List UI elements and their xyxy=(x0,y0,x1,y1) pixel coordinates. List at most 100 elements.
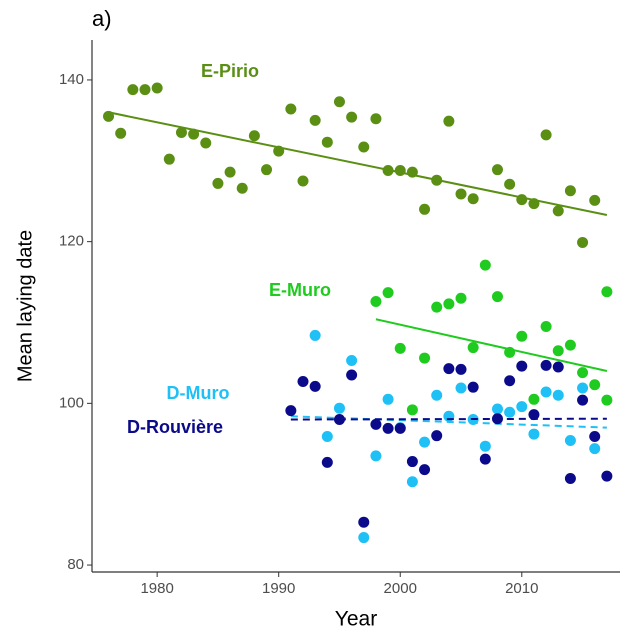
point xyxy=(431,430,443,442)
point xyxy=(127,84,139,96)
point xyxy=(443,363,455,375)
point xyxy=(552,361,564,373)
point xyxy=(406,456,418,468)
point xyxy=(261,164,273,176)
x-tick-label: 2010 xyxy=(505,580,538,597)
point xyxy=(321,136,333,148)
y-tick-label: 80 xyxy=(67,556,84,573)
point xyxy=(151,82,163,94)
point xyxy=(200,137,212,149)
point xyxy=(455,363,467,375)
point xyxy=(419,203,431,215)
point xyxy=(577,382,589,394)
point xyxy=(443,115,455,127)
point xyxy=(297,175,309,187)
point xyxy=(358,141,370,153)
point xyxy=(309,114,321,126)
point xyxy=(577,394,589,406)
point xyxy=(394,422,406,434)
point xyxy=(431,301,443,313)
point xyxy=(552,389,564,401)
point xyxy=(285,103,297,115)
point xyxy=(224,166,236,178)
point xyxy=(358,516,370,528)
point xyxy=(115,127,127,139)
point xyxy=(163,153,175,165)
point xyxy=(175,126,187,138)
x-tick-label: 1980 xyxy=(140,580,173,597)
y-tick-label: 100 xyxy=(59,394,84,411)
point xyxy=(285,405,297,417)
point xyxy=(491,164,503,176)
y-axis-label: Mean laying date xyxy=(14,230,36,382)
point xyxy=(564,339,576,351)
point xyxy=(370,295,382,307)
x-tick-label: 2000 xyxy=(384,580,417,597)
point xyxy=(431,389,443,401)
point xyxy=(346,369,358,381)
point xyxy=(443,410,455,422)
point xyxy=(479,440,491,452)
point xyxy=(564,435,576,447)
series-label: D-Rouvière xyxy=(127,417,223,437)
point xyxy=(419,352,431,364)
point xyxy=(394,342,406,354)
point xyxy=(394,164,406,176)
point xyxy=(564,473,576,485)
point xyxy=(540,129,552,141)
point xyxy=(601,286,613,298)
point xyxy=(248,130,260,142)
point xyxy=(358,532,370,544)
point xyxy=(528,428,540,440)
point xyxy=(382,422,394,434)
point xyxy=(333,402,345,414)
point xyxy=(346,354,358,366)
point xyxy=(467,381,479,393)
trend-line xyxy=(290,417,607,421)
point xyxy=(479,453,491,465)
point xyxy=(504,406,516,418)
point xyxy=(236,182,248,194)
point xyxy=(443,298,455,310)
point xyxy=(504,178,516,190)
point xyxy=(370,418,382,430)
point xyxy=(346,111,358,123)
trend-line xyxy=(375,318,608,372)
y-tick-label: 140 xyxy=(59,71,84,88)
y-tick-label: 120 xyxy=(59,233,84,250)
point xyxy=(212,177,224,189)
point xyxy=(321,430,333,442)
point xyxy=(589,379,601,391)
point xyxy=(552,205,564,217)
point xyxy=(333,96,345,108)
point xyxy=(589,430,601,442)
point xyxy=(455,382,467,394)
point xyxy=(552,345,564,357)
trend-line xyxy=(108,111,608,216)
series-label: E-Muro xyxy=(269,280,331,300)
point xyxy=(528,393,540,405)
point xyxy=(419,464,431,476)
point xyxy=(528,409,540,421)
point xyxy=(516,401,528,413)
point xyxy=(491,291,503,303)
point xyxy=(370,450,382,462)
point xyxy=(382,393,394,405)
point xyxy=(577,236,589,248)
point xyxy=(601,394,613,406)
point xyxy=(540,386,552,398)
point xyxy=(321,456,333,468)
point xyxy=(309,380,321,392)
point xyxy=(540,321,552,333)
point xyxy=(370,113,382,125)
point xyxy=(589,443,601,455)
point xyxy=(455,188,467,200)
x-axis-label: Year xyxy=(335,608,377,631)
point xyxy=(479,259,491,271)
point xyxy=(564,185,576,197)
point xyxy=(601,470,613,482)
point xyxy=(406,404,418,416)
point xyxy=(455,292,467,304)
